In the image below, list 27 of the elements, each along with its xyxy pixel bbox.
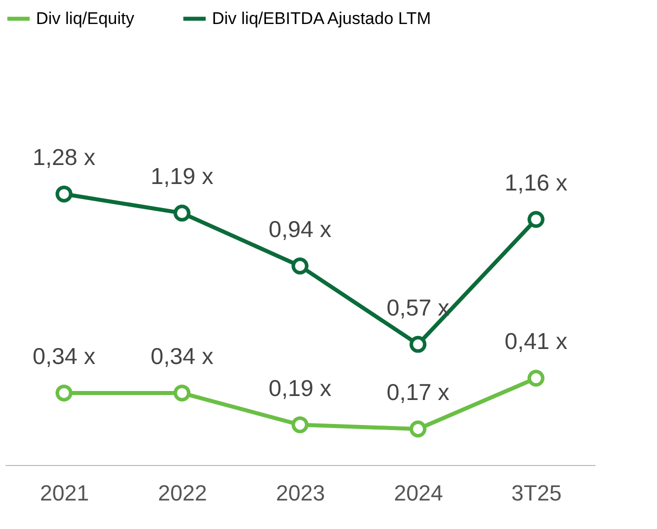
- point: [410, 336, 426, 353]
- point: [56, 186, 72, 202]
- data-label: 0,41 x: [504, 328, 568, 354]
- x-tick-label: 2024: [394, 480, 443, 506]
- data-label: 0,34 x: [150, 343, 214, 370]
- point: [410, 420, 426, 438]
- data-label: 0,34 x: [32, 343, 96, 370]
- point: [174, 204, 190, 222]
- point: [528, 370, 544, 387]
- data-label: 1,19 x: [150, 163, 214, 190]
- point: [528, 210, 544, 228]
- x-tick-label: 3T25: [511, 480, 562, 506]
- legend-label: Div liq/EBITDA Ajustado LTM: [212, 8, 431, 28]
- point: [56, 384, 72, 402]
- data-label: 1,16 x: [504, 169, 568, 196]
- data-label: 0,57 x: [386, 294, 450, 320]
- data-label: 0,19 x: [268, 374, 332, 401]
- point: [174, 384, 190, 402]
- point: [292, 258, 308, 274]
- data-label: 0,17 x: [386, 379, 450, 406]
- data-label: 0,94 x: [268, 216, 332, 242]
- legend-label: Div liq/Equity: [36, 8, 135, 28]
- x-tick-label: 2023: [276, 480, 325, 506]
- point: [292, 416, 308, 434]
- x-tick-label: 2022: [158, 480, 207, 506]
- data-label: 1,28 x: [32, 144, 96, 170]
- x-tick-label: 2021: [40, 480, 89, 506]
